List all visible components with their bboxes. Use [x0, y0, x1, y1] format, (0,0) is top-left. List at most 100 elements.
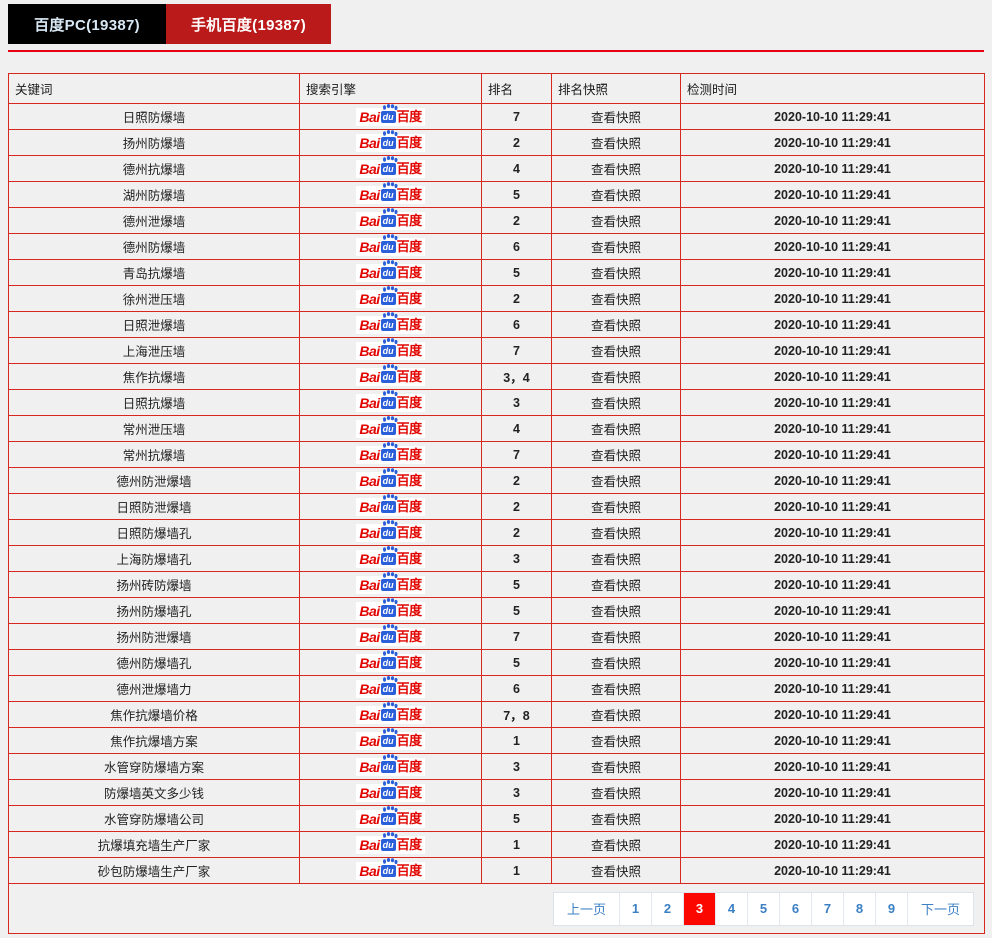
cell-snapshot-link[interactable]: 查看快照: [551, 675, 681, 702]
cell-snapshot-link[interactable]: 查看快照: [551, 129, 681, 156]
cell-keyword: 水管穿防爆墙方案: [8, 753, 300, 780]
cell-snapshot-link[interactable]: 查看快照: [551, 363, 681, 390]
cell-snapshot-link[interactable]: 查看快照: [551, 701, 681, 728]
cell-rank: 2: [481, 129, 552, 156]
baidu-logo-icon: Bai du 百度: [356, 805, 425, 828]
baidu-logo-icon: Bai du 百度: [356, 649, 425, 672]
cell-snapshot-link[interactable]: 查看快照: [551, 571, 681, 598]
cell-check-time: 2020-10-10 11:29:41: [680, 181, 985, 208]
pagination-page-7[interactable]: 7: [811, 892, 844, 925]
baidu-logo-icon: Bai du 百度: [356, 155, 425, 178]
table-row: 焦作抗爆墙 Bai du 百度 3，4 查看快照 2020-10-10 11:29:41: [8, 363, 985, 390]
cell-rank: 2: [481, 493, 552, 520]
table-head: 关键词 搜索引擎 排名 排名快照 检测时间: [8, 73, 985, 104]
cell-snapshot-link[interactable]: 查看快照: [551, 259, 681, 286]
cell-rank: 5: [481, 649, 552, 676]
cell-snapshot-link[interactable]: 查看快照: [551, 493, 681, 520]
cell-snapshot-link[interactable]: 查看快照: [551, 727, 681, 754]
tab-baidu-mobile[interactable]: 手机百度(19387): [166, 4, 331, 44]
cell-snapshot-link[interactable]: 查看快照: [551, 311, 681, 338]
cell-rank: 3: [481, 389, 552, 416]
cell-snapshot-link[interactable]: 查看快照: [551, 467, 681, 494]
cell-keyword: 上海泄压墙: [8, 337, 300, 364]
col-header-engine: 搜索引擎: [299, 73, 482, 104]
pagination-page-9[interactable]: 9: [875, 892, 908, 925]
cell-rank: 5: [481, 597, 552, 624]
baidu-logo-bai: Bai: [359, 186, 380, 203]
baidu-logo-du: du: [380, 207, 398, 227]
col-header-time: 检测时间: [680, 73, 985, 104]
tab-baidu-pc[interactable]: 百度PC(19387): [8, 4, 166, 44]
cell-search-engine: Bai du 百度: [299, 129, 482, 156]
cell-search-engine: Bai du 百度: [299, 311, 482, 338]
cell-snapshot-link[interactable]: 查看快照: [551, 441, 681, 468]
pagination-page-4[interactable]: 4: [715, 892, 748, 925]
cell-snapshot-link[interactable]: 查看快照: [551, 155, 681, 182]
cell-snapshot-link[interactable]: 查看快照: [551, 285, 681, 312]
cell-snapshot-link[interactable]: 查看快照: [551, 857, 681, 884]
cell-snapshot-link[interactable]: 查看快照: [551, 597, 681, 624]
pagination-page-6[interactable]: 6: [779, 892, 812, 925]
pagination-page-3[interactable]: 3: [683, 892, 716, 925]
cell-keyword: 湖州防爆墙: [8, 181, 300, 208]
table-foot: 上一页 1 2 3 4 5 6 7 8 9 下一页: [8, 883, 985, 934]
baidu-logo-du: du: [380, 233, 398, 253]
baidu-logo-du: du: [380, 129, 398, 149]
cell-snapshot-link[interactable]: 查看快照: [551, 389, 681, 416]
pagination-page-8[interactable]: 8: [843, 892, 876, 925]
pagination-page-1[interactable]: 1: [619, 892, 652, 925]
cell-snapshot-link[interactable]: 查看快照: [551, 181, 681, 208]
baidu-logo-cn: 百度: [396, 655, 423, 670]
baidu-logo-du: du: [380, 441, 398, 461]
cell-snapshot-link[interactable]: 查看快照: [551, 805, 681, 832]
pagination-page-5[interactable]: 5: [747, 892, 780, 925]
cell-keyword: 上海防爆墙孔: [8, 545, 300, 572]
cell-snapshot-link[interactable]: 查看快照: [551, 545, 681, 572]
pagination-prev[interactable]: 上一页: [553, 892, 620, 925]
cell-snapshot-link[interactable]: 查看快照: [551, 519, 681, 546]
table-row: 水管穿防爆墙方案 Bai du 百度 3 查看快照 2020-10-10 11:29:41: [8, 753, 985, 780]
table-row: 德州泄爆墙 Bai du 百度 2 查看快照 2020-10-10 11:29:41: [8, 207, 985, 234]
baidu-logo-bai: Bai: [359, 394, 380, 411]
baidu-logo-cn: 百度: [396, 603, 423, 618]
baidu-logo-du: du: [380, 805, 398, 825]
cell-search-engine: Bai du 百度: [299, 441, 482, 468]
col-header-snapshot: 排名快照: [551, 73, 681, 104]
cell-check-time: 2020-10-10 11:29:41: [680, 155, 985, 182]
cell-snapshot-link[interactable]: 查看快照: [551, 103, 681, 130]
cell-snapshot-link[interactable]: 查看快照: [551, 233, 681, 260]
cell-check-time: 2020-10-10 11:29:41: [680, 337, 985, 364]
cell-search-engine: Bai du 百度: [299, 831, 482, 858]
cell-check-time: 2020-10-10 11:29:41: [680, 441, 985, 468]
cell-search-engine: Bai du 百度: [299, 753, 482, 780]
cell-snapshot-link[interactable]: 查看快照: [551, 415, 681, 442]
cell-snapshot-link[interactable]: 查看快照: [551, 623, 681, 650]
cell-keyword: 德州抗爆墙: [8, 155, 300, 182]
pagination-cell: 上一页 1 2 3 4 5 6 7 8 9 下一页: [8, 883, 985, 934]
cell-keyword: 德州泄爆墙力: [8, 675, 300, 702]
baidu-logo-bai: Bai: [359, 498, 380, 515]
cell-rank: 2: [481, 519, 552, 546]
cell-rank: 6: [481, 675, 552, 702]
cell-rank: 4: [481, 155, 552, 182]
cell-rank: 5: [481, 571, 552, 598]
cell-snapshot-link[interactable]: 查看快照: [551, 779, 681, 806]
baidu-logo-cn: 百度: [396, 785, 423, 800]
baidu-logo-du: du: [380, 857, 398, 877]
cell-snapshot-link[interactable]: 查看快照: [551, 753, 681, 780]
cell-snapshot-link[interactable]: 查看快照: [551, 831, 681, 858]
cell-keyword: 日照泄爆墙: [8, 311, 300, 338]
cell-check-time: 2020-10-10 11:29:41: [680, 675, 985, 702]
baidu-logo-cn: 百度: [396, 109, 423, 124]
table-row: 日照防泄爆墙 Bai du 百度 2 查看快照 2020-10-10 11:29:41: [8, 493, 985, 520]
baidu-logo-du: du: [380, 545, 398, 565]
cell-check-time: 2020-10-10 11:29:41: [680, 779, 985, 806]
cell-snapshot-link[interactable]: 查看快照: [551, 207, 681, 234]
baidu-logo-du: du: [380, 701, 398, 721]
cell-snapshot-link[interactable]: 查看快照: [551, 649, 681, 676]
cell-snapshot-link[interactable]: 查看快照: [551, 337, 681, 364]
pagination-next[interactable]: 下一页: [907, 892, 973, 925]
cell-keyword: 焦作抗爆墙方案: [8, 727, 300, 754]
pagination-page-2[interactable]: 2: [651, 892, 684, 925]
cell-rank: 7: [481, 103, 552, 130]
